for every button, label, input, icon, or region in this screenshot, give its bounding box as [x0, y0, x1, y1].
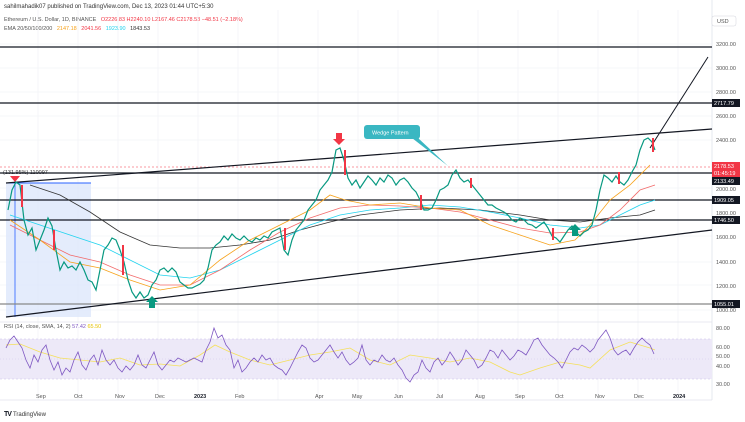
rsi-axis[interactable]: 80.00 60.00 50.00 40.00 30.00 [716, 326, 730, 388]
buy-arrow-icon [146, 296, 158, 308]
sell-arrow-icon [333, 133, 345, 145]
svg-text:2024: 2024 [673, 394, 686, 400]
wedge-upper-line[interactable] [5, 128, 713, 184]
ema100-value: 1923.90 [105, 26, 126, 32]
ema100-line [9, 199, 656, 279]
projection-line[interactable] [649, 56, 709, 149]
wedge-label: Wedge Pattern [372, 131, 409, 137]
svg-text:1200.00: 1200.00 [716, 284, 736, 290]
svg-text:Sep: Sep [515, 394, 525, 400]
svg-text:2400.00: 2400.00 [716, 138, 736, 144]
ema20-value: 2147.18 [56, 26, 77, 32]
svg-text:1800.00: 1800.00 [716, 211, 736, 217]
badge-current-price: 2178.53 [714, 164, 734, 170]
svg-text:2800.00: 2800.00 [716, 90, 736, 96]
ema50-value: 2041.56 [81, 26, 102, 32]
svg-text:2000.00: 2000.00 [716, 187, 736, 193]
rsi-sma-line [5, 341, 656, 376]
ema200-value: 1843.53 [130, 26, 151, 32]
tradingview-name: TradingView [12, 411, 46, 418]
red-candle-accents [21, 138, 654, 275]
grid [0, 10, 712, 400]
badge-2717: 2717.79 [714, 101, 734, 107]
svg-text:1600.00: 1600.00 [716, 235, 736, 241]
horizontal-levels[interactable] [0, 46, 712, 221]
publisher-line: sahilmahadik07 published on TradingView.… [4, 4, 214, 10]
price-candles [7, 137, 656, 300]
svg-text:Feb: Feb [235, 394, 244, 400]
ema-legend[interactable]: EMA 20/50/100/200 2147.18 2041.56 1923.9… [4, 26, 153, 32]
svg-text:2023: 2023 [194, 394, 206, 400]
rsi-label: RSI (14, close, SMA, 14, 2) [4, 324, 71, 330]
svg-text:Jun: Jun [394, 394, 403, 400]
svg-text:Dec: Dec [634, 394, 644, 400]
price-badges: 2717.79 2178.53 01:45:19 2133.49 1909.05… [712, 99, 740, 308]
rsi-legend[interactable]: RSI (14, close, SMA, 14, 2) 57.42 65.50 [4, 324, 101, 330]
svg-text:Oct: Oct [74, 394, 83, 400]
svg-text:30.00: 30.00 [716, 382, 730, 388]
rsi-value: 57.42 [72, 324, 86, 330]
badge-1909: 1909.05 [714, 198, 734, 204]
wedge-callout[interactable]: Wedge Pattern [364, 125, 448, 166]
rsi-line [5, 326, 655, 383]
ema-label: EMA 20/50/100/200 [4, 26, 53, 32]
svg-text:Nov: Nov [115, 394, 125, 400]
svg-text:3000.00: 3000.00 [716, 66, 736, 72]
ema20-line [9, 164, 651, 291]
svg-text:40.00: 40.00 [716, 364, 730, 370]
rsi-sma-value: 65.50 [87, 324, 102, 330]
svg-text:Dec: Dec [155, 394, 165, 400]
svg-text:1000.00: 1000.00 [716, 308, 736, 314]
badge-2133: 2133.49 [714, 179, 734, 185]
svg-text:60.00: 60.00 [716, 345, 730, 351]
ema200-line [29, 184, 656, 249]
date-range-box[interactable] [6, 183, 91, 317]
tradingview-branding[interactable]: TV TradingView [4, 411, 46, 418]
svg-text:50.00: 50.00 [716, 354, 730, 360]
ohlc-values: O2226.83 H2240.10 L2167.46 C2178.53 −48.… [100, 17, 243, 23]
svg-text:Oct: Oct [555, 394, 564, 400]
badge-countdown: 01:45:19 [714, 171, 735, 177]
svg-text:80.00: 80.00 [716, 326, 730, 332]
svg-text:3200.00: 3200.00 [716, 42, 736, 48]
symbol-title[interactable]: Ethereum / U.S. Dollar, 1D, BINANCE [4, 17, 97, 23]
symbol-legend: Ethereum / U.S. Dollar, 1D, BINANCE O222… [4, 17, 246, 23]
svg-text:1400.00: 1400.00 [716, 260, 736, 266]
svg-text:May: May [352, 394, 363, 400]
ema50-line [9, 184, 656, 286]
svg-text:Jul: Jul [436, 394, 443, 400]
svg-text:Aug: Aug [475, 394, 485, 400]
tradingview-logo-icon: TV [4, 411, 12, 418]
svg-text:2600.00: 2600.00 [716, 114, 736, 120]
currency-label: USD [717, 19, 729, 25]
svg-text:Nov: Nov [595, 394, 605, 400]
wedge-lower-line[interactable] [5, 229, 713, 318]
svg-text:Apr: Apr [315, 394, 324, 400]
svg-text:Sep: Sep [36, 394, 46, 400]
badge-1055: 1055.01 [714, 302, 734, 308]
price-axis[interactable]: USD 3200.00 3000.00 2800.00 2600.00 2400… [711, 15, 737, 314]
buy-arrow-icon-2 [569, 224, 581, 236]
badge-1746: 1746.50 [714, 218, 734, 224]
time-axis[interactable]: Sep Oct Nov Dec 2023 Feb Apr May Jun Jul… [36, 394, 686, 400]
rsi-band [0, 339, 712, 379]
down-arrow-icon [10, 176, 20, 182]
